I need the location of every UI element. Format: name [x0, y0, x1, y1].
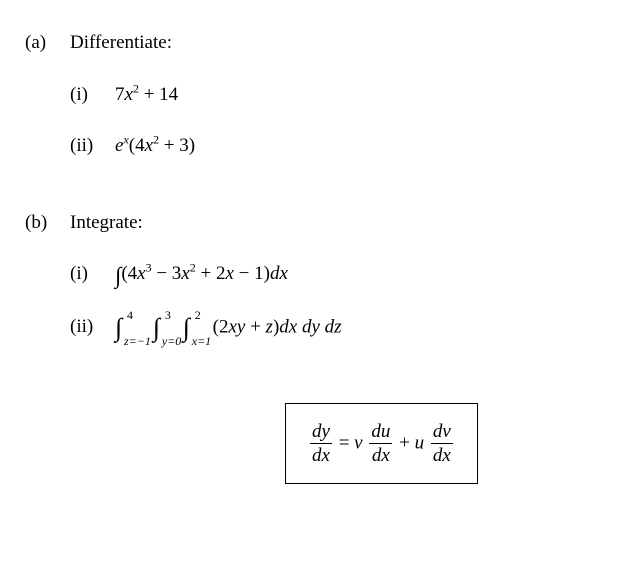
item-b-ii: (ii) ∫ 4 z=−1 ∫ 3 y=0 ∫ 2 x=1 (2xy + z)d…	[70, 313, 618, 343]
expr-a-i: 7x2 + 14	[115, 82, 178, 109]
label-b: (b)	[25, 210, 70, 237]
expr-b-ii: ∫ 4 z=−1 ∫ 3 y=0 ∫ 2 x=1 (2xy + z)dx dy …	[115, 313, 342, 343]
section-b-header: (b) Integrate:	[25, 210, 618, 237]
item-a-i: (i) 7x2 + 14	[70, 82, 618, 109]
heading-a: Differentiate:	[70, 30, 172, 57]
section-a-header: (a) Differentiate:	[25, 30, 618, 57]
item-b-i: (i) ∫(4x3 − 3x2 + 2x − 1)dx	[70, 261, 618, 288]
section-b: (b) Integrate: (i) ∫(4x3 − 3x2 + 2x − 1)…	[25, 210, 618, 343]
label-a: (a)	[25, 30, 70, 57]
expr-a-ii: ex(4x2 + 3)	[115, 133, 195, 160]
label-b-i: (i)	[70, 261, 115, 288]
int-y: ∫ 3 y=0	[153, 313, 160, 343]
label-b-ii: (ii)	[70, 314, 115, 341]
label-a-ii: (ii)	[70, 133, 115, 160]
int-z: ∫ 4 z=−1	[115, 313, 122, 343]
int-x: ∫ 2 x=1	[183, 313, 190, 343]
formula-box: dydx = v dudx + u dvdx	[285, 403, 478, 484]
expr-b-i: ∫(4x3 − 3x2 + 2x − 1)dx	[115, 261, 288, 288]
label-a-i: (i)	[70, 82, 115, 109]
item-a-ii: (ii) ex(4x2 + 3)	[70, 133, 618, 160]
product-rule: dydx = v dudx + u dvdx	[308, 432, 455, 453]
section-a: (a) Differentiate: (i) 7x2 + 14 (ii) ex(…	[25, 30, 618, 160]
heading-b: Integrate:	[70, 210, 143, 237]
